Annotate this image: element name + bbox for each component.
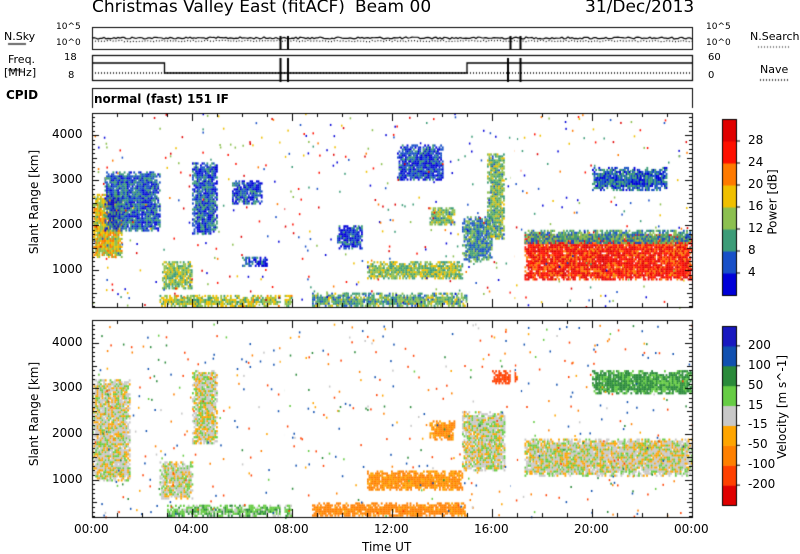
time-xtick-label: 12:00: [374, 522, 409, 536]
power-ylabel: Slant Range [km]: [27, 149, 42, 255]
noise-tick-bottom: 10^0: [56, 38, 81, 48]
x-axis-title: Time UT: [362, 540, 412, 554]
cpid-value: normal (fast) 151 IF: [94, 92, 229, 106]
power-colorbar-tick: 20: [748, 177, 764, 191]
cpid-label: CPID: [6, 88, 39, 102]
velocity-ylabel: Slant Range [km]: [27, 361, 42, 467]
freq-label-1: Freq.: [8, 53, 36, 66]
time-xtick-label: 08:00: [274, 522, 309, 536]
velocity-colorbar-tick: -15: [748, 417, 768, 432]
noise-tick-bottom-right: 10^0: [706, 38, 731, 48]
velocity-colorbar-tick: -50: [748, 437, 768, 452]
date-label: 31/Dec/2013: [585, 0, 695, 17]
time-xtick-label: 04:00: [174, 522, 209, 536]
velocity-colorbar-label: Velocity [m s^-1]: [775, 354, 790, 460]
power-colorbar-tick: 28: [748, 133, 764, 147]
time-xtick-label: 20:00: [574, 522, 609, 536]
power-ytick-label: 3000: [52, 172, 83, 187]
velocity-colorbar-tick: -200: [748, 477, 776, 492]
velocity-ytick-label: 2000: [52, 426, 83, 440]
station-title: Christmas Valley East (fitACF): [92, 0, 345, 17]
freq-label-2: [MHz]: [4, 66, 37, 79]
velocity-ytick-label: 1000: [52, 471, 83, 486]
time-xtick-label: 00:00: [674, 522, 709, 536]
power-colorbar-tick: 16: [748, 199, 764, 213]
velocity-colorbar-tick: -100: [748, 457, 776, 472]
time-xtick-label: 16:00: [474, 522, 509, 536]
velocity-ytick-label: 3000: [52, 380, 83, 395]
power-ytick-label: 4000: [52, 127, 83, 142]
power-colorbar-tick: 4: [748, 265, 756, 279]
time-xtick-label: 00:00: [74, 522, 109, 536]
velocity-colorbar-tick: 200: [748, 337, 771, 352]
noise-tick-top: 10^5: [56, 22, 81, 32]
nave-tick-60: 60: [708, 52, 721, 63]
power-colorbar-label: Power [dB]: [765, 169, 780, 235]
velocity-colorbar-tick: 15: [748, 397, 764, 412]
power-colorbar-tick: 8: [748, 243, 756, 257]
noise-search-label: N.Search: [750, 30, 800, 43]
noise-tick-top-right: 10^5: [706, 22, 731, 32]
freq-tick-8: 8: [68, 70, 75, 81]
power-colorbar-tick: 12: [748, 221, 764, 235]
power-ytick-label: 2000: [52, 217, 83, 232]
velocity-colorbar-tick: 50: [748, 377, 764, 392]
velocity-colorbar-tick: 100: [748, 357, 771, 372]
freq-tick-18: 18: [64, 52, 77, 63]
noise-sky-label: N.Sky: [4, 30, 36, 43]
nave-tick-0: 0: [708, 70, 715, 81]
velocity-ytick-label: 4000: [52, 334, 83, 349]
beam-label: Beam 00: [355, 0, 432, 17]
power-ytick-label: 1000: [52, 262, 83, 277]
power-colorbar-tick: 24: [748, 155, 764, 169]
nave-label: Nave: [760, 63, 789, 76]
